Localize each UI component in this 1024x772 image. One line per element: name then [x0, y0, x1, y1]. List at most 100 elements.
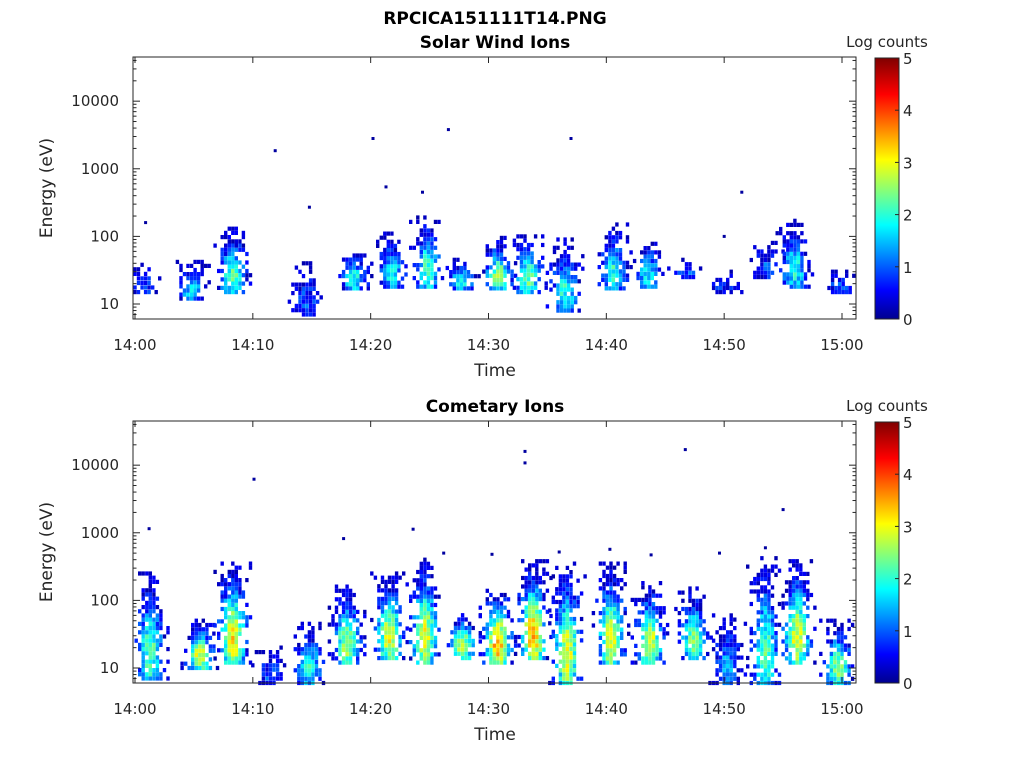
heatmap-cell: [503, 244, 507, 249]
heatmap-cell: [793, 276, 797, 281]
x-tick-label: 14:40: [585, 336, 628, 354]
heatmap-cell: [643, 254, 647, 259]
heatmap-cell: [535, 643, 539, 648]
heatmap-cell: [604, 265, 608, 270]
heatmap-cell: [433, 615, 438, 620]
heatmap-cell: [380, 651, 385, 656]
heatmap-cell: [133, 271, 137, 276]
heatmap-cell: [512, 285, 517, 290]
heatmap-cell: [155, 676, 160, 681]
heatmap-cell: [294, 282, 299, 287]
heatmap-cell: [651, 593, 656, 598]
heatmap-cell: [419, 263, 423, 268]
heatmap-cell: [565, 608, 570, 613]
heatmap-cell: [147, 267, 151, 272]
heatmap-cell: [345, 265, 349, 270]
heatmap-cell: [795, 601, 799, 606]
heatmap-cell: [538, 559, 542, 564]
heatmap-cell: [460, 643, 465, 648]
heatmap-cell: [492, 273, 497, 278]
heatmap-cell: [430, 631, 434, 636]
heatmap-cell: [433, 245, 438, 250]
heatmap-cell: [726, 277, 730, 282]
heatmap-cell: [695, 643, 699, 648]
heatmap-cell: [470, 282, 474, 287]
heatmap-cell: [788, 639, 792, 644]
heatmap-cell: [535, 651, 539, 656]
heatmap-cell: [591, 623, 596, 628]
heatmap-cell: [450, 630, 454, 635]
heatmap-cell: [463, 286, 467, 291]
heatmap-cell: [722, 638, 726, 643]
heatmap-cell: [643, 258, 647, 264]
heatmap-cell: [231, 243, 235, 248]
heatmap-cell: [345, 597, 349, 602]
heatmap-cell: [782, 243, 786, 248]
heatmap-cell: [234, 656, 238, 661]
heatmap-cell: [523, 264, 527, 269]
heatmap-cell: [643, 250, 647, 255]
heatmap-cell: [726, 664, 730, 669]
heatmap-cell: [611, 248, 616, 253]
heatmap-cell: [840, 622, 844, 627]
heatmap-cell: [770, 618, 775, 623]
heatmap-cell: [359, 274, 363, 279]
heatmap-cell: [777, 601, 782, 607]
heatmap-cell: [393, 276, 398, 281]
heatmap-cell: [338, 652, 342, 657]
heatmap-cell: [654, 250, 658, 255]
heatmap-cell: [528, 656, 532, 661]
heatmap-cell: [795, 576, 799, 581]
heatmap-cell: [499, 261, 504, 266]
heatmap-cell: [331, 656, 335, 661]
heatmap-cell: [650, 276, 654, 281]
heatmap-cell: [405, 626, 409, 631]
heatmap-cell: [419, 607, 423, 612]
heatmap-layer: [134, 448, 855, 686]
heatmap-cell: [148, 571, 152, 576]
heatmap-cell: [726, 676, 730, 681]
heatmap-cell: [800, 276, 804, 281]
heatmap-cell: [423, 594, 427, 599]
heatmap-cell: [770, 672, 775, 677]
heatmap-cell: [416, 623, 420, 628]
heatmap-cell: [338, 626, 342, 631]
heatmap-cell: [616, 611, 620, 616]
heatmap-cell: [423, 619, 427, 624]
heatmap-cell: [662, 627, 666, 632]
heatmap-cell: [430, 258, 434, 263]
heatmap-cell: [516, 255, 520, 260]
heatmap-cell: [245, 648, 249, 653]
heatmap-cell: [224, 615, 228, 620]
heatmap-cell: [141, 626, 145, 631]
heatmap-cell: [654, 271, 658, 276]
heatmap-cell: [648, 602, 652, 607]
heatmap-cell: [523, 277, 527, 282]
heatmap-cell: [655, 606, 659, 611]
heatmap-cell: [234, 260, 238, 265]
heatmap-cell: [419, 590, 423, 595]
heatmap-cell: [837, 277, 842, 282]
heatmap-cell: [774, 572, 778, 577]
heatmap-cell: [383, 264, 387, 269]
heatmap-cell: [648, 606, 652, 611]
heatmap-cell: [503, 282, 507, 287]
heatmap-cell: [186, 276, 190, 281]
heatmap-cell: [800, 239, 804, 244]
heatmap-cell: [519, 290, 524, 295]
heatmap-cell: [384, 622, 388, 627]
heatmap-cell: [517, 643, 521, 648]
heatmap-cell: [523, 234, 527, 239]
heatmap-cell: [356, 639, 360, 644]
heatmap-cell: [743, 621, 748, 626]
heatmap-cell: [658, 606, 663, 611]
heatmap-cell: [829, 676, 834, 681]
heatmap-cell: [651, 648, 656, 653]
heatmap-cell: [577, 262, 581, 267]
heatmap-cell: [843, 664, 848, 669]
heatmap-cell: [718, 642, 723, 648]
heatmap-cell: [397, 284, 401, 289]
heatmap-cell: [611, 256, 616, 261]
heatmap-cell: [384, 656, 388, 661]
